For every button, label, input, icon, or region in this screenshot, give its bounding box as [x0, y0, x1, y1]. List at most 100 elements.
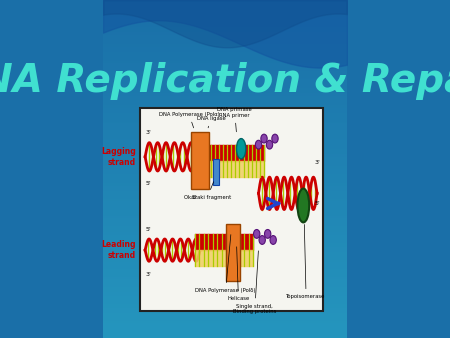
Bar — [103, 191, 347, 193]
Bar — [103, 299, 347, 301]
Bar — [103, 318, 347, 319]
Bar — [103, 134, 347, 135]
Bar — [103, 42, 347, 44]
Bar — [103, 220, 347, 221]
Bar — [103, 291, 347, 292]
Bar — [103, 19, 347, 20]
Bar — [103, 328, 347, 330]
Bar — [103, 243, 347, 245]
Bar — [103, 103, 347, 105]
Text: 3': 3' — [146, 130, 152, 135]
Bar — [103, 245, 347, 247]
Bar — [103, 12, 347, 14]
Bar — [103, 247, 347, 248]
Bar — [103, 0, 347, 2]
Bar — [103, 213, 347, 215]
Text: 5': 5' — [146, 181, 152, 186]
Bar — [103, 35, 347, 37]
Bar — [103, 49, 347, 51]
Bar — [103, 216, 347, 218]
Bar — [103, 235, 347, 237]
Bar — [103, 167, 347, 169]
Bar — [103, 71, 347, 73]
Bar — [103, 237, 347, 238]
Bar — [103, 203, 347, 204]
Bar — [103, 314, 347, 316]
Bar — [103, 324, 347, 326]
Bar — [103, 5, 347, 7]
Bar — [103, 41, 347, 42]
Bar — [103, 304, 347, 306]
Bar — [103, 270, 347, 272]
Text: 5': 5' — [146, 227, 152, 232]
Bar — [103, 331, 347, 333]
Bar — [103, 284, 347, 286]
FancyBboxPatch shape — [213, 159, 219, 185]
Bar — [103, 292, 347, 294]
Bar — [103, 69, 347, 71]
Ellipse shape — [237, 139, 246, 159]
Bar — [103, 194, 347, 196]
Bar — [103, 335, 347, 336]
Bar — [103, 282, 347, 284]
Text: DNA ligase: DNA ligase — [197, 116, 225, 128]
Bar — [103, 101, 347, 103]
Bar — [103, 206, 347, 208]
Bar — [103, 301, 347, 303]
Bar — [103, 257, 347, 259]
Bar — [103, 142, 347, 144]
Bar — [103, 259, 347, 260]
Circle shape — [265, 230, 271, 238]
Bar — [103, 250, 347, 252]
Bar — [103, 66, 347, 68]
Bar — [103, 199, 347, 201]
Bar — [103, 155, 347, 157]
Bar — [103, 193, 347, 194]
Bar — [103, 8, 347, 10]
Bar — [103, 225, 347, 226]
Bar — [103, 232, 347, 233]
Bar — [103, 47, 347, 49]
Bar — [103, 306, 347, 308]
Bar — [103, 169, 347, 171]
Bar — [103, 269, 347, 270]
Bar — [103, 122, 347, 123]
Bar — [103, 95, 347, 96]
Bar — [103, 78, 347, 79]
Bar — [103, 79, 347, 81]
Bar — [103, 90, 347, 91]
Bar — [103, 130, 347, 132]
Bar — [103, 46, 347, 47]
FancyBboxPatch shape — [140, 108, 323, 311]
Bar — [103, 275, 347, 277]
Bar — [103, 204, 347, 206]
Bar — [103, 221, 347, 223]
Bar — [103, 59, 347, 61]
Bar — [103, 14, 347, 15]
Circle shape — [255, 140, 262, 149]
Bar — [103, 83, 347, 84]
Text: 5': 5' — [314, 201, 320, 206]
Bar — [103, 319, 347, 321]
Bar — [103, 7, 347, 8]
Bar — [103, 309, 347, 311]
Bar — [103, 25, 347, 27]
Bar — [103, 105, 347, 106]
Bar — [103, 161, 347, 162]
Bar — [103, 289, 347, 291]
Text: DNA primase
RNA primer: DNA primase RNA primer — [217, 107, 252, 132]
Bar — [103, 272, 347, 274]
Bar — [103, 2, 347, 3]
Bar — [103, 286, 347, 287]
Text: Helicase: Helicase — [227, 247, 250, 301]
Bar — [103, 34, 347, 35]
Bar — [103, 15, 347, 17]
Bar — [103, 140, 347, 142]
Bar — [103, 296, 347, 297]
Bar — [103, 149, 347, 150]
Bar — [103, 98, 347, 100]
Bar — [103, 303, 347, 304]
Bar — [103, 74, 347, 76]
Bar — [103, 27, 347, 29]
Bar — [103, 189, 347, 191]
